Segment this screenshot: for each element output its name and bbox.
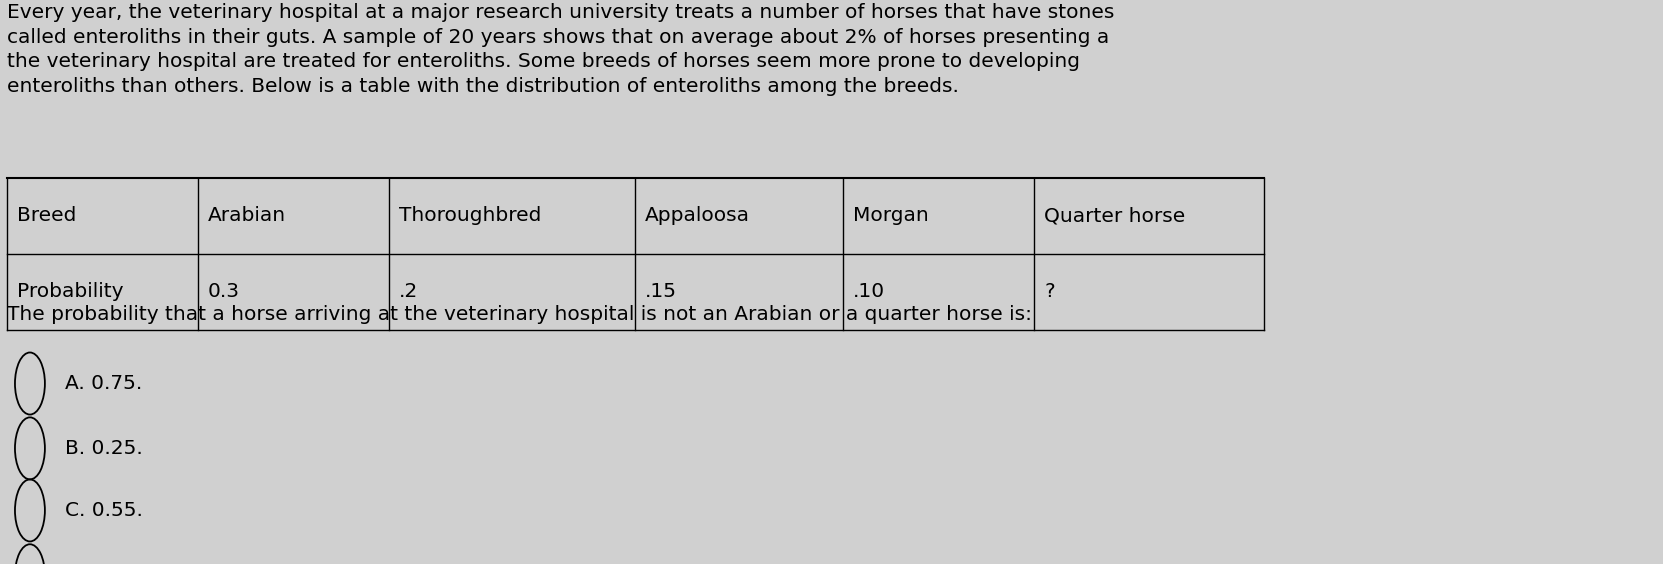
Text: .2: .2 (399, 283, 419, 301)
Text: C. 0.55.: C. 0.55. (65, 501, 143, 520)
Text: .10: .10 (853, 283, 885, 301)
Text: A. 0.75.: A. 0.75. (65, 374, 141, 393)
Text: Probability: Probability (17, 283, 123, 301)
Text: 0.3: 0.3 (208, 283, 239, 301)
Text: The probability that a horse arriving at the veterinary hospital is not an Arabi: The probability that a horse arriving at… (7, 305, 1031, 324)
Text: B. 0.25.: B. 0.25. (65, 439, 143, 458)
Text: Arabian: Arabian (208, 206, 286, 225)
Text: Morgan: Morgan (853, 206, 930, 225)
Text: Every year, the veterinary hospital at a major research university treats a numb: Every year, the veterinary hospital at a… (7, 3, 1114, 96)
Text: Appaloosa: Appaloosa (645, 206, 750, 225)
Text: Quarter horse: Quarter horse (1044, 206, 1186, 225)
Text: ?: ? (1044, 283, 1054, 301)
Text: Breed: Breed (17, 206, 76, 225)
Text: .15: .15 (645, 283, 677, 301)
Text: Thoroughbred: Thoroughbred (399, 206, 542, 225)
